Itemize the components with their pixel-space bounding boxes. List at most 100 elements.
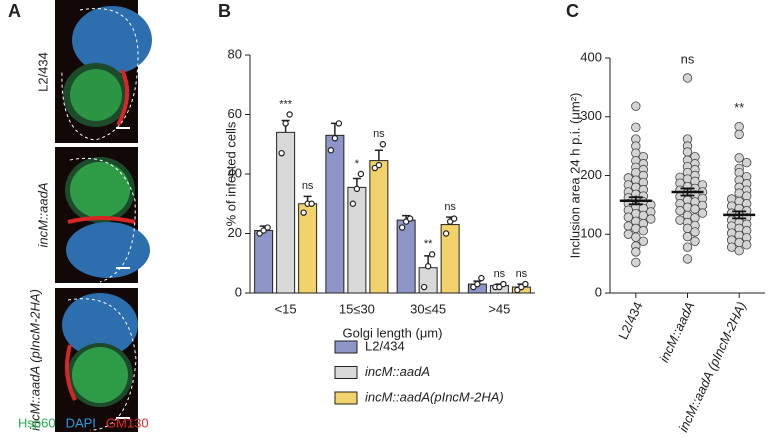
x-tick-label: <15 [275, 301, 297, 316]
bar [254, 230, 274, 294]
significance: ns [681, 51, 695, 66]
y-axis-label: Inclusion area 24 h p.i. (μm²) [567, 93, 582, 259]
data-point [474, 280, 481, 288]
legend-label: incM::aadA [365, 364, 430, 379]
y-tick-label: 100 [580, 226, 602, 241]
legend-label: L2/434 [365, 338, 405, 353]
data-point [450, 215, 458, 222]
data-point [638, 226, 649, 236]
x-tick-label: incM::aadA [656, 299, 697, 364]
micrograph [55, 0, 152, 143]
significance: *** [279, 98, 293, 110]
bar [369, 160, 389, 294]
data-point [741, 240, 752, 250]
data-point [406, 215, 414, 222]
y-tick-label: 0 [595, 284, 602, 299]
panel-label: C [566, 1, 579, 21]
micrograph [55, 147, 150, 283]
significance: * [355, 158, 360, 170]
data-point [682, 242, 693, 252]
data-point [264, 224, 271, 231]
data-point [682, 254, 693, 264]
x-tick-label: L2/434 [615, 299, 645, 341]
data-point [353, 185, 361, 193]
data-point [308, 200, 315, 207]
y-tick-label: 300 [580, 108, 602, 123]
y-tick-label: 200 [580, 167, 602, 182]
data-point [697, 208, 708, 218]
y-tick-label: 0 [235, 284, 242, 299]
data-point [300, 209, 307, 216]
data-point [741, 157, 752, 168]
y-tick-label: 80 [228, 46, 242, 61]
significance: ns [516, 268, 528, 280]
x-axis-label: Golgi length (μm) [343, 325, 443, 340]
data-point [420, 283, 428, 291]
significance: ns [444, 201, 456, 213]
data-point [478, 274, 485, 282]
data-point [428, 251, 436, 258]
y-tick-label: 400 [580, 49, 602, 64]
data-point [349, 200, 357, 207]
significance: ns [494, 268, 506, 280]
data-point [734, 245, 744, 256]
micrograph [55, 288, 138, 432]
significance: ** [734, 100, 744, 115]
y-tick-label: 20 [228, 225, 242, 240]
error-bar [680, 187, 695, 197]
stain-label: GM130 [106, 415, 149, 430]
data-point [726, 242, 737, 252]
data-point [734, 153, 744, 163]
stain-label: Hsp60 [18, 415, 56, 430]
bar [396, 219, 416, 294]
data-point [442, 230, 450, 237]
y-tick-label: 40 [228, 165, 242, 180]
data-point [682, 147, 693, 157]
data-point [357, 170, 365, 178]
error-bar [374, 149, 383, 161]
bar [276, 131, 296, 294]
data-point [522, 280, 529, 288]
data-point [379, 141, 387, 148]
significance: ** [424, 238, 433, 250]
row-label: incM::aadA (pIncM-2HA) [27, 289, 42, 431]
row-label: L2/434 [35, 52, 50, 92]
data-point [375, 161, 383, 169]
data-point [734, 129, 744, 140]
data-point [682, 73, 693, 83]
bar [298, 203, 318, 294]
data-point [631, 101, 641, 111]
bar [325, 134, 345, 294]
stain-label: DAPI [66, 415, 96, 430]
significance: ns [302, 180, 314, 192]
data-point [500, 280, 507, 288]
data-point [278, 149, 285, 157]
legend-swatch [334, 391, 358, 405]
data-point [398, 224, 406, 231]
data-point [631, 257, 641, 268]
error-bar [732, 210, 747, 220]
panel-label: A [8, 1, 21, 21]
legend-swatch [334, 340, 358, 354]
panel-label: B [218, 1, 231, 21]
x-tick-label: >45 [488, 301, 510, 316]
x-tick-label: 30≤45 [410, 301, 446, 316]
x-tick-label: 15≤30 [339, 301, 375, 316]
data-point [675, 206, 685, 216]
row-label: incM::aadA [35, 182, 50, 247]
significance: ns [373, 128, 385, 140]
data-point [682, 231, 693, 242]
data-point [286, 111, 293, 118]
data-point [282, 120, 289, 127]
legend-swatch [334, 366, 358, 379]
data-point [690, 236, 700, 247]
data-point [331, 135, 339, 142]
data-point [335, 120, 343, 127]
data-point [690, 227, 700, 237]
data-point [631, 247, 641, 257]
data-point [424, 263, 432, 270]
data-point [631, 122, 641, 133]
error-bar [628, 196, 643, 206]
y-tick-label: 60 [228, 106, 242, 121]
